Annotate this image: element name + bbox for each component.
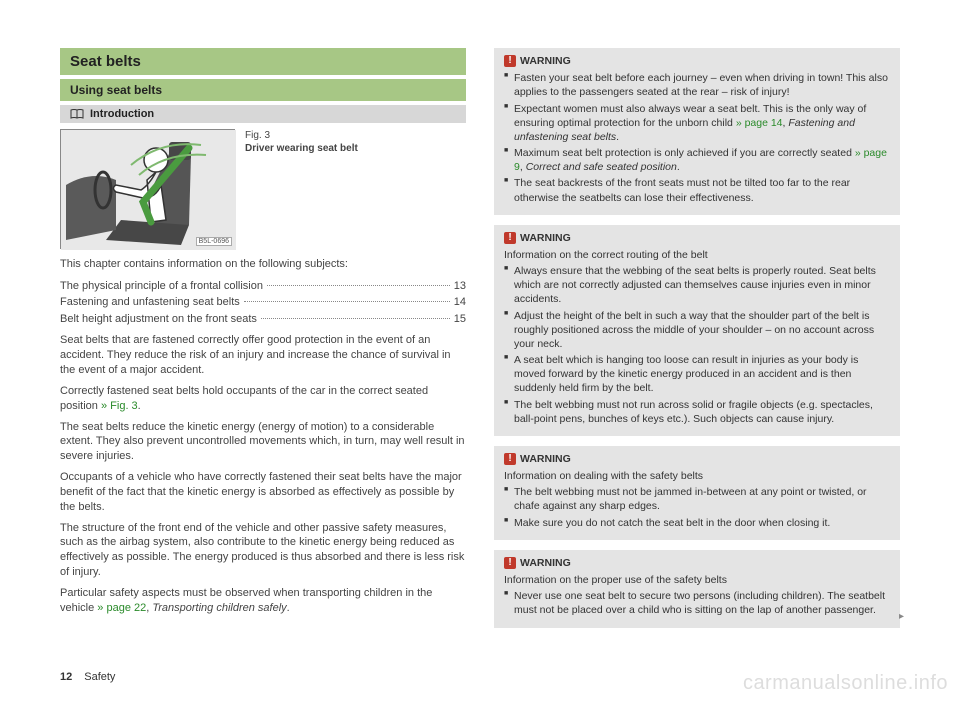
- cross-ref[interactable]: » page 14: [736, 117, 783, 129]
- warning-icon: !: [504, 55, 516, 67]
- toc-dots: [244, 301, 450, 302]
- warning-item: Expectant women must also always wear a …: [504, 102, 890, 145]
- warning-icon: !: [504, 232, 516, 244]
- figure-number: Fig. 3: [245, 129, 358, 142]
- warning-label: WARNING: [520, 452, 571, 466]
- warning-icon: !: [504, 453, 516, 465]
- warning-icon: !: [504, 557, 516, 569]
- body-paragraph: The structure of the front end of the ve…: [60, 521, 466, 580]
- warning-item: Make sure you do not catch the seat belt…: [504, 516, 890, 530]
- text-italic: Fastening and unfastening seat belts: [514, 117, 855, 143]
- section-title: Using seat belts: [60, 79, 466, 101]
- text-italic: Correct and safe seated position: [526, 161, 677, 173]
- warning-label: WARNING: [520, 231, 571, 245]
- warning-item: Always ensure that the webbing of the se…: [504, 264, 890, 307]
- text: .: [138, 400, 141, 412]
- toc-dots: [261, 318, 450, 319]
- warning-box: ! WARNING Information on dealing with the …: [494, 446, 900, 540]
- toc-label: Belt height adjustment on the front seat…: [60, 311, 257, 328]
- warning-header: ! WARNING: [504, 556, 890, 570]
- warning-item: The seat backrests of the front seats mu…: [504, 176, 890, 204]
- warning-list: Never use one seat belt to secure two pe…: [504, 589, 890, 617]
- right-column: ! WARNING Fasten your seat belt before eac…: [494, 48, 900, 638]
- cross-ref[interactable]: » page 22: [97, 602, 146, 614]
- toc-page: 15: [454, 311, 466, 328]
- toc-page: 13: [454, 278, 466, 295]
- toc-line: The physical principle of a frontal coll…: [60, 278, 466, 295]
- figure-image: B5L-0696: [60, 129, 235, 249]
- toc-label: Fastening and unfastening seat belts: [60, 294, 240, 311]
- toc-page: 14: [454, 294, 466, 311]
- warning-item: The belt webbing must not be jammed in-b…: [504, 485, 890, 513]
- watermark: carmanualsonline.info: [743, 672, 948, 695]
- toc-dots: [267, 285, 450, 286]
- subsection-label: Introduction: [90, 108, 154, 120]
- page-footer: 12 Safety: [60, 671, 115, 683]
- warning-header: ! WARNING: [504, 452, 890, 466]
- page-number: 12: [60, 671, 72, 683]
- warning-header: ! WARNING: [504, 231, 890, 245]
- footer-section: Safety: [84, 671, 115, 683]
- toc-line: Belt height adjustment on the front seat…: [60, 311, 466, 328]
- warning-label: WARNING: [520, 556, 571, 570]
- warning-list: Fasten your seat belt before each journe…: [504, 71, 890, 205]
- warning-subheading: Information on the correct routing of th…: [504, 248, 890, 262]
- toc-line: Fastening and unfastening seat belts 14: [60, 294, 466, 311]
- warning-item: Fasten your seat belt before each journe…: [504, 71, 890, 99]
- book-icon: [70, 109, 84, 119]
- text: .: [287, 602, 290, 614]
- toc: The physical principle of a frontal coll…: [60, 278, 466, 328]
- warning-item: A seat belt which is hanging too loose c…: [504, 353, 890, 396]
- toc-label: The physical principle of a frontal coll…: [60, 278, 263, 295]
- figure-caption: Fig. 3 Driver wearing seat belt: [245, 129, 358, 249]
- warning-list: The belt webbing must not be jammed in-b…: [504, 485, 890, 530]
- cross-ref[interactable]: » Fig. 3: [101, 400, 138, 412]
- left-column: Seat belts Using seat belts Introduction: [60, 48, 466, 638]
- body-paragraph: Particular safety aspects must be observ…: [60, 586, 466, 616]
- body-paragraph: Seat belts that are fastened correctly o…: [60, 333, 466, 378]
- warning-label: WARNING: [520, 54, 571, 68]
- warning-box: ! WARNING Information on the proper use of…: [494, 550, 900, 628]
- continue-arrow-icon: ▸: [899, 610, 904, 624]
- figure-code: B5L-0696: [196, 237, 232, 246]
- body-paragraph: The seat belts reduce the kinetic energy…: [60, 420, 466, 465]
- warning-item: Adjust the height of the belt in such a …: [504, 309, 890, 352]
- warning-item: Never use one seat belt to secure two pe…: [504, 589, 890, 617]
- chapter-title: Seat belts: [60, 48, 466, 75]
- toc-intro: This chapter contains information on the…: [60, 257, 466, 272]
- warning-box: ! WARNING Fasten your seat belt before eac…: [494, 48, 900, 215]
- body-paragraph: Correctly fastened seat belts hold occup…: [60, 384, 466, 414]
- warning-item: Maximum seat belt protection is only ach…: [504, 146, 890, 174]
- warning-subheading: Information on dealing with the safety b…: [504, 469, 890, 483]
- warning-list: Always ensure that the webbing of the se…: [504, 264, 890, 426]
- body-paragraph: Occupants of a vehicle who have correctl…: [60, 470, 466, 515]
- warning-box: ! WARNING Information on the correct routi…: [494, 225, 900, 436]
- text-italic: Transporting children safely: [152, 602, 286, 614]
- warning-item: The belt webbing must not run across sol…: [504, 398, 890, 426]
- warning-header: ! WARNING: [504, 54, 890, 68]
- figure-row: B5L-0696 Fig. 3 Driver wearing seat belt: [60, 129, 466, 249]
- subsection-title: Introduction: [60, 105, 466, 123]
- warning-subheading: Information on the proper use of the saf…: [504, 573, 890, 587]
- figure-text: Driver wearing seat belt: [245, 143, 358, 154]
